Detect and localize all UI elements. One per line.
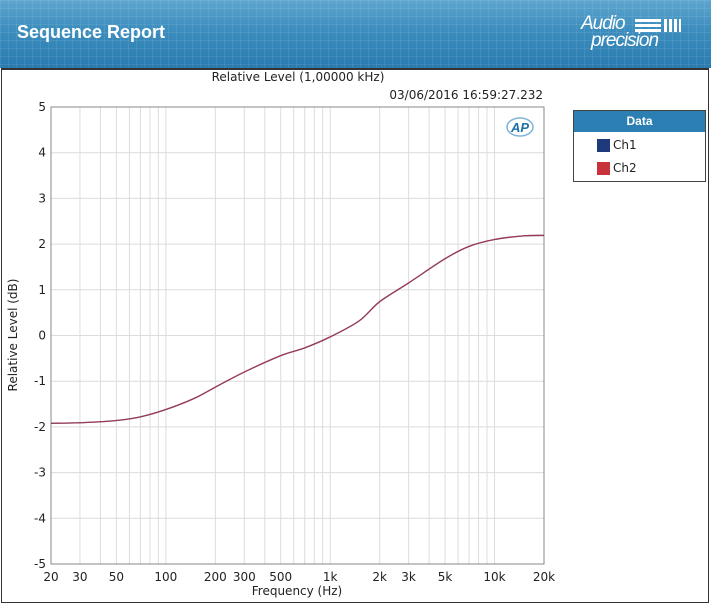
curve-ch2 <box>50 234 545 424</box>
curve-ch1 <box>50 234 545 424</box>
report-title: Sequence Report <box>17 22 166 42</box>
svg-text:AP: AP <box>510 120 529 135</box>
svg-text:-1: -1 <box>34 374 46 388</box>
logo-text-precision: precision <box>591 30 659 51</box>
svg-text:-4: -4 <box>34 511 46 525</box>
svg-text:200: 200 <box>204 570 227 584</box>
svg-text:1k: 1k <box>323 570 338 584</box>
chart-timestamp: 03/06/2016 16:59:27.232 <box>389 88 543 102</box>
legend-label-ch2: Ch2 <box>613 161 637 175</box>
chart-grid <box>51 106 544 565</box>
x-axis-ticks: 20 30 50 100 200 300 500 1k 2k 3k 5k 10k 20k <box>43 570 555 584</box>
legend-label-ch1: Ch1 <box>613 138 637 152</box>
svg-text:20: 20 <box>43 570 58 584</box>
svg-text:3k: 3k <box>401 570 416 584</box>
svg-text:300: 300 <box>233 570 256 584</box>
svg-text:-3: -3 <box>34 466 46 480</box>
svg-text:1: 1 <box>38 283 46 297</box>
y-axis-label: Relative Level (dB) <box>6 279 20 392</box>
header-grid-pattern <box>0 0 711 68</box>
svg-text:10k: 10k <box>483 570 505 584</box>
svg-text:5k: 5k <box>438 570 453 584</box>
report-header: Sequence Report Audio precision <box>0 0 711 68</box>
svg-text:20k: 20k <box>533 570 555 584</box>
svg-text:2k: 2k <box>372 570 387 584</box>
ch2-color-swatch <box>597 162 610 175</box>
svg-text:5: 5 <box>38 100 46 114</box>
svg-text:-5: -5 <box>34 557 46 571</box>
ch1-color-swatch <box>597 139 610 152</box>
logo-text-audio: Audio <box>581 13 626 34</box>
svg-text:30: 30 <box>72 570 87 584</box>
svg-text:500: 500 <box>269 570 292 584</box>
x-axis-label: Frequency (Hz) <box>252 584 343 598</box>
chart-title: Relative Level (1,00000 kHz) <box>211 70 385 84</box>
plot-frame <box>50 106 545 565</box>
chart-legend: Data Ch1 Ch2 <box>573 110 706 182</box>
ap-watermark-icon: AP <box>506 117 534 137</box>
svg-text:3: 3 <box>38 191 46 205</box>
chart-curves <box>50 234 545 424</box>
svg-text:-2: -2 <box>34 420 46 434</box>
audio-precision-logo: Audio precision <box>577 13 687 53</box>
y-axis-ticks: -5 -4 -3 -2 -1 0 1 2 3 4 5 <box>34 100 46 571</box>
svg-text:2: 2 <box>38 237 46 251</box>
svg-text:0: 0 <box>38 329 46 343</box>
svg-text:4: 4 <box>38 146 46 160</box>
svg-text:50: 50 <box>109 570 124 584</box>
legend-title: Data <box>574 111 705 132</box>
logo-bars-icon <box>635 19 683 33</box>
svg-text:100: 100 <box>154 570 177 584</box>
